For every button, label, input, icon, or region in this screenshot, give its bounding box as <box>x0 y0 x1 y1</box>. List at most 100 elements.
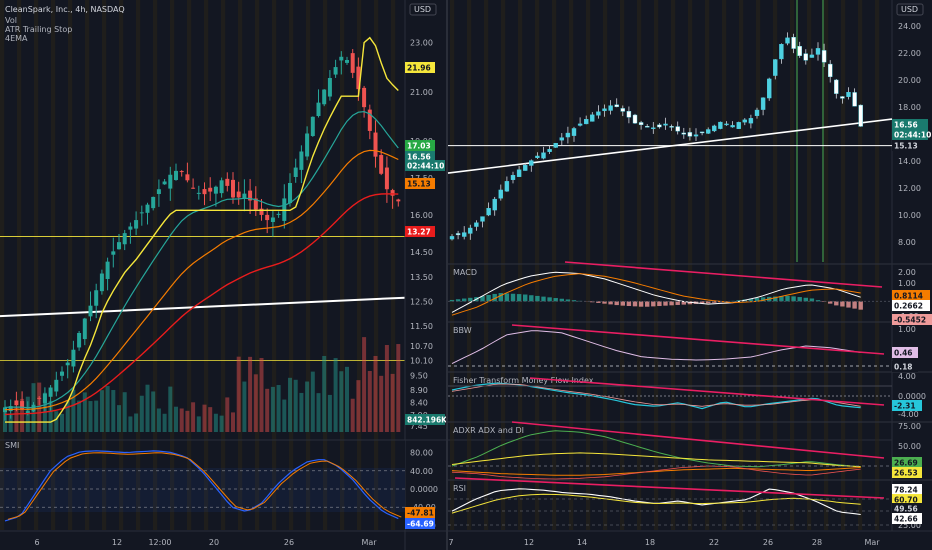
volume-bar <box>128 416 133 432</box>
right-x-tick: 7 <box>448 538 453 547</box>
rsi-y-tick: 25.00 <box>898 521 921 530</box>
right-y-tick: 18.00 <box>898 103 921 112</box>
candle <box>139 212 144 214</box>
session-stripe <box>136 0 141 530</box>
indicator-label-1: ATR Trailing Stop <box>5 25 72 34</box>
trend-line <box>0 296 406 318</box>
rsi-badge-2-bg <box>892 503 922 514</box>
volume-bar <box>25 396 30 432</box>
fisher-y-tick: 4.00 <box>898 372 916 381</box>
candle <box>168 174 173 189</box>
macd-hist-bar <box>541 296 546 302</box>
rsi-badge-3-bg <box>892 513 922 524</box>
session-stripe <box>255 0 260 530</box>
candle <box>42 393 47 404</box>
macd-hist-bar <box>620 301 625 306</box>
candle <box>225 178 230 186</box>
volume-bar <box>94 400 99 432</box>
volume-bar <box>225 397 230 432</box>
right-candle <box>706 129 711 134</box>
macd-hist-bar <box>462 298 467 302</box>
adx-label: ADXR ADX and DI <box>453 426 524 435</box>
ema-1 <box>4 110 399 409</box>
macd-hist-bar <box>449 299 455 302</box>
macd-hist-bar <box>840 301 845 307</box>
right-y-tick: 8.00 <box>898 238 916 247</box>
macd-badge-2: -0.5452 <box>894 316 926 325</box>
volume-bar <box>174 406 178 432</box>
fisher-badge-0-bg <box>892 400 922 411</box>
volume-bar <box>134 413 139 432</box>
candle <box>145 204 150 213</box>
session-stripe <box>119 0 124 530</box>
right-candle <box>455 233 461 236</box>
volume-bar <box>231 412 235 432</box>
session-stripe <box>221 0 226 530</box>
ema-2 <box>4 149 399 411</box>
right-stripe <box>518 0 523 530</box>
macd-hist-bar <box>858 301 863 310</box>
right-currency: USD <box>901 5 918 14</box>
left-price-badge-2: 16.56 <box>407 153 431 162</box>
left-y-tick: 8.90 <box>410 386 428 395</box>
right-candle <box>736 122 741 129</box>
macd-hist-bar <box>785 295 790 302</box>
left-y-tick: 7.45 <box>410 422 428 431</box>
candle <box>345 60 349 63</box>
atr-trailing-stop <box>5 36 399 423</box>
session-stripe <box>102 0 107 530</box>
smi-stripe <box>289 440 294 530</box>
macd-hist-bar <box>779 296 784 302</box>
candle <box>94 290 99 306</box>
right-candle <box>699 131 705 134</box>
candle <box>276 213 281 215</box>
adx-badge-0: 26.69 <box>894 459 918 468</box>
macd-hist-bar <box>614 301 619 306</box>
candle <box>88 305 93 317</box>
smi-badge-0-bg <box>405 507 435 518</box>
right-candle <box>828 63 833 77</box>
macd-hist-bar <box>712 301 717 303</box>
right-candle <box>675 126 680 132</box>
adx-di-plus <box>451 430 861 468</box>
right-stripe <box>535 0 540 530</box>
right-currency-box[interactable] <box>896 3 924 16</box>
macd-label: MACD <box>453 268 477 277</box>
adx-di-minus <box>451 465 861 480</box>
left-price-badge-5-bg <box>405 226 435 237</box>
rsi-badge-0-bg <box>892 484 922 495</box>
candle <box>14 400 19 406</box>
right-candle <box>809 54 815 58</box>
indicator-label-0: Vol <box>5 16 17 25</box>
volume-bar <box>339 371 344 432</box>
left-price-badge-5: 13.27 <box>407 228 431 237</box>
rsi-badge-3: 42.66 <box>894 515 918 524</box>
right-candle <box>547 149 552 152</box>
right-candle <box>504 181 510 192</box>
rsi-trendline <box>454 477 885 499</box>
left-y-tick: 21.00 <box>410 88 433 97</box>
macd-badge-0-bg <box>892 290 930 301</box>
left-y-tick: 23.00 <box>410 39 433 48</box>
left-price-badge-3: 02:44:10 <box>407 162 444 171</box>
macd-hist-bar <box>852 301 857 309</box>
candle <box>299 151 304 170</box>
volume-bar <box>248 356 253 432</box>
right-stripe <box>739 0 744 530</box>
left-price-badge-1-bg <box>405 140 435 151</box>
volume-bar <box>151 391 156 432</box>
right-candle <box>614 104 619 108</box>
volume-bar <box>270 386 275 432</box>
candle <box>305 133 310 157</box>
left-currency-box[interactable] <box>409 3 437 16</box>
right-stripe <box>569 0 574 530</box>
adx-badge-1-bg <box>892 467 922 478</box>
smi-stripe <box>119 440 124 530</box>
right-candle <box>663 123 668 126</box>
volume-bar <box>48 400 53 432</box>
macd-hist-bar <box>510 293 516 302</box>
right-candle <box>724 123 729 126</box>
macd-hist-bar <box>663 301 668 306</box>
candle <box>327 78 332 97</box>
